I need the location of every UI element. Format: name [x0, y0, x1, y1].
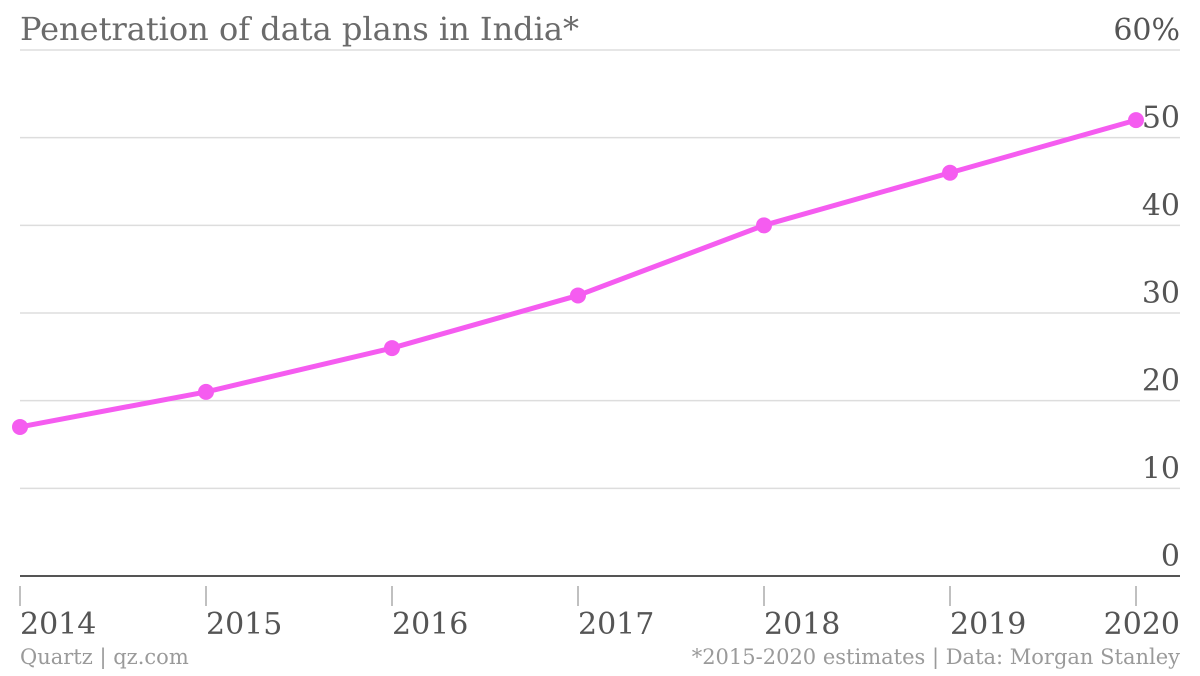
data-point: [942, 164, 958, 181]
credit-text: Quartz | qz.com: [20, 645, 189, 669]
x-tick-label: 2019: [950, 607, 1026, 642]
y-tick-label: 40: [1142, 188, 1180, 223]
gridlines: [20, 49, 1180, 577]
x-tick-label: 2018: [764, 607, 840, 642]
source-text: *2015-2020 estimates | Data: Morgan Stan…: [691, 645, 1180, 669]
chart-title: Penetration of data plans in India*: [20, 10, 579, 48]
x-tick-label: 2017: [578, 607, 654, 642]
y-tick-label: 60%: [1113, 13, 1180, 48]
y-axis-ticks: 0 10 20 30 40 50 60%: [1113, 13, 1180, 574]
y-tick-label: 0: [1161, 539, 1180, 574]
x-axis-ticks: 2014 2015 2016 2017 2018 2019 2020: [19, 586, 1180, 642]
data-point: [1128, 112, 1144, 129]
data-point: [384, 340, 400, 357]
data-point: [12, 418, 28, 435]
series: [12, 112, 1144, 435]
data-point: [570, 287, 586, 304]
x-tick-label: 2014: [20, 607, 96, 642]
data-point: [756, 217, 772, 234]
y-tick-label: 20: [1142, 364, 1180, 399]
y-tick-label: 30: [1142, 276, 1180, 311]
x-tick-label: 2020: [1104, 607, 1180, 642]
y-tick-label: 50: [1142, 101, 1180, 136]
x-tick-label: 2015: [206, 607, 282, 642]
series-line: [17, 117, 1139, 430]
data-point: [198, 383, 214, 400]
x-tick-label: 2016: [392, 607, 468, 642]
y-tick-label: 10: [1142, 451, 1180, 486]
